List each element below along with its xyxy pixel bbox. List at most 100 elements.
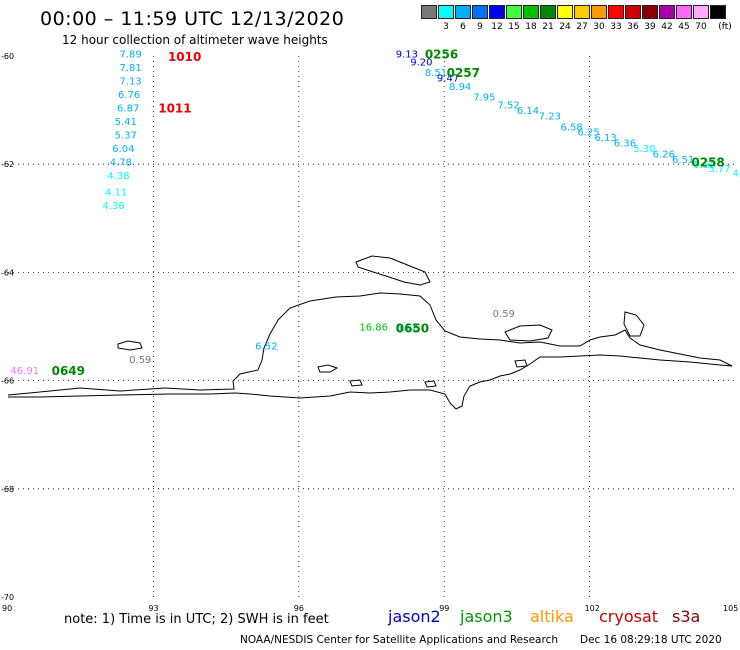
legend-unit: (ft) xyxy=(718,22,732,32)
legend-swatch xyxy=(676,5,692,19)
grid-lines xyxy=(8,56,735,597)
islet-4 xyxy=(514,359,528,368)
swh-observation: 7.89 xyxy=(119,49,141,60)
swh-observation: 8.51 xyxy=(425,68,447,79)
legend-label: 45 xyxy=(678,22,690,32)
swh-observation: 4.68 xyxy=(733,168,740,179)
swh-observation: 0.59 xyxy=(493,309,515,320)
swh-observation: 7.52 xyxy=(498,101,520,112)
legend-label: 6 xyxy=(460,22,466,32)
legend-swatch xyxy=(421,5,437,19)
swh-observation: 4.38 xyxy=(107,171,129,182)
pass-time-label: 1010 xyxy=(168,50,201,64)
legend-swatch xyxy=(659,5,675,19)
swh-observation: 6.52 xyxy=(255,341,277,352)
antarctic-coastline xyxy=(7,255,733,410)
pass-time-label: 1011 xyxy=(158,101,191,115)
legend-swatch xyxy=(608,5,624,19)
lat-tick-label: -64 xyxy=(1,268,14,277)
swh-observation: 6.52 xyxy=(396,323,418,334)
satellite-name: s3a xyxy=(672,607,701,626)
swh-observation: 16.86 xyxy=(359,323,388,334)
legend-label: 12 xyxy=(491,22,503,32)
legend-swatch xyxy=(455,5,471,19)
satellite-name: altika xyxy=(530,607,574,626)
lon-tick-label: 96 xyxy=(294,604,304,613)
ice-rise-north xyxy=(355,255,431,286)
wave-height-observations: 7.89 7.81 7.13 6.76 6.87 5.41 5.37 6.04 4.78 4.38… xyxy=(10,49,740,376)
islet-1 xyxy=(317,364,339,373)
swh-observation: 5.77 xyxy=(708,164,730,175)
legend-label: 33 xyxy=(610,22,622,32)
island-west xyxy=(117,340,143,351)
footer-credit: NOAA/NESDIS Center for Satellite Applica… xyxy=(240,634,558,646)
swh-observation: 5.41 xyxy=(115,117,137,128)
axis-tick-labels: -60 -62 -64 -66 -68 -70 90 93 96 99 102 105 xyxy=(1,52,738,613)
lat-tick-label: -70 xyxy=(1,593,14,602)
swh-observation: 9.47 xyxy=(437,74,459,85)
swh-observation: 6.76 xyxy=(118,90,140,101)
swh-observation: 0.59 xyxy=(129,355,151,366)
legend-swatch xyxy=(472,5,488,19)
legend-swatch xyxy=(710,5,726,19)
ice-rise-far-east xyxy=(623,311,645,337)
legend-label: 21 xyxy=(542,22,554,32)
swh-observation: 8.94 xyxy=(449,82,471,93)
lat-tick-label: -62 xyxy=(1,160,14,169)
legend-label: 36 xyxy=(627,22,639,32)
swh-observation: 4.11 xyxy=(105,187,127,198)
swh-observation: 6.87 xyxy=(117,103,139,114)
satellite-name: jason3 xyxy=(460,607,513,626)
legend-label: 42 xyxy=(661,22,673,32)
lon-tick-label: 93 xyxy=(148,604,158,613)
islet-3 xyxy=(424,380,437,388)
lon-tick-label: 90 xyxy=(2,604,12,613)
legend-label: 24 xyxy=(559,22,571,32)
islet-2 xyxy=(349,379,363,387)
legend-swatch xyxy=(693,5,709,19)
swh-observation: 6.26 xyxy=(653,149,675,160)
legend-swatch xyxy=(557,5,573,19)
lat-tick-label: -68 xyxy=(1,485,14,494)
swh-observation: 6.14 xyxy=(517,106,539,117)
legend-label: 18 xyxy=(525,22,537,32)
legend-swatch xyxy=(574,5,590,19)
legend-swatch xyxy=(625,5,641,19)
legend-swatch xyxy=(591,5,607,19)
map-title: 00:00 – 11:59 UTC 12/13/2020 xyxy=(40,8,345,30)
lon-tick-label: 105 xyxy=(723,604,738,613)
swh-observation: 6.36 xyxy=(614,139,636,150)
legend-swatch xyxy=(438,5,454,19)
map-subtitle: 12 hour collection of altimeter wave hei… xyxy=(62,33,328,47)
swh-observation: 7.23 xyxy=(539,112,561,123)
swh-observation: 5.30 xyxy=(633,144,655,155)
footer-generated-date: Dec 16 08:29:18 UTC 2020 xyxy=(580,634,722,646)
lon-tick-label: 102 xyxy=(585,604,600,613)
lon-tick-label: 99 xyxy=(439,604,449,613)
legend-label: 27 xyxy=(576,22,588,32)
swh-observation: 7.81 xyxy=(119,63,141,74)
legend-label: 3 xyxy=(443,22,449,32)
coastline-main xyxy=(7,292,733,410)
legend-swatch xyxy=(540,5,556,19)
swh-observation: 6.51 xyxy=(672,155,694,166)
pass-time-label: 0650 xyxy=(396,322,429,336)
swh-observation: 7.95 xyxy=(473,93,495,104)
legend-swatch xyxy=(489,5,505,19)
swh-observation: 6.04 xyxy=(112,144,134,155)
swh-observation: 5.37 xyxy=(115,130,137,141)
swh-observation: 4.78 xyxy=(110,157,132,168)
swh-observation: 5.56 xyxy=(694,160,716,171)
legend-label: 15 xyxy=(508,22,520,32)
satellite-name: jason2 xyxy=(388,607,441,626)
satellite-name: cryosat xyxy=(599,607,659,626)
legend-label: 39 xyxy=(644,22,656,32)
legend-label: 9 xyxy=(477,22,483,32)
swh-observation: 9.13 xyxy=(396,49,418,60)
legend-swatch xyxy=(523,5,539,19)
pass-time-label: 0258 xyxy=(691,155,724,169)
ice-rise-east xyxy=(504,324,553,342)
swh-observation: 4.36 xyxy=(103,201,125,212)
satellite-pass-labels: 1010 1011 0256 0257 0258 0650 0649 xyxy=(52,47,725,377)
